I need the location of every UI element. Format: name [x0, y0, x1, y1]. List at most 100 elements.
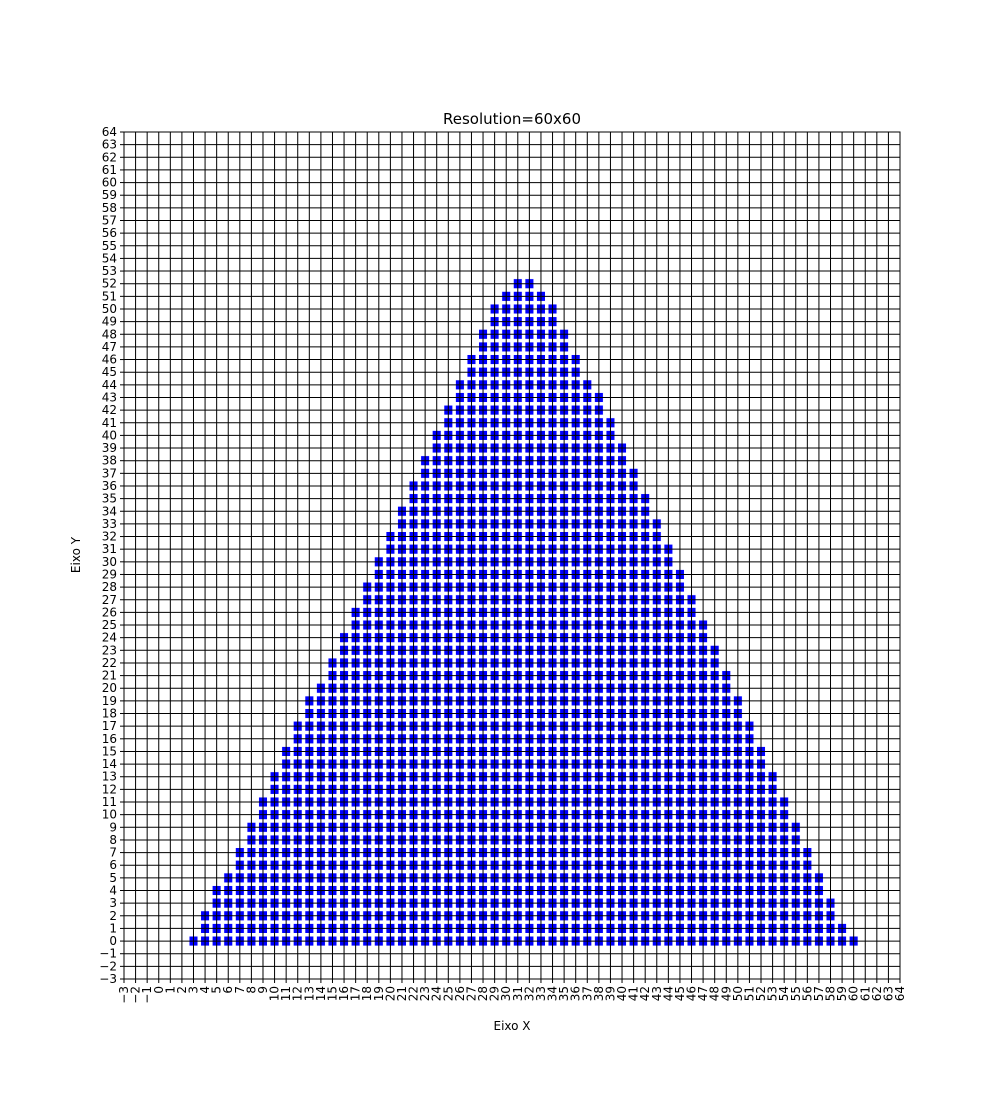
- y-tick-label: 38: [102, 454, 117, 468]
- y-tick-label: 20: [102, 681, 117, 695]
- x-tick-label: 32: [522, 986, 536, 1001]
- chart-title: Resolution=60x60: [443, 110, 581, 128]
- x-tick-label: 48: [708, 986, 722, 1001]
- x-axis-label: Eixo X: [493, 1019, 530, 1033]
- x-tick-label: 42: [638, 986, 652, 1001]
- x-tick-label: 16: [337, 986, 351, 1001]
- x-tick-label: 40: [615, 986, 629, 1001]
- y-tick-label: 59: [102, 188, 117, 202]
- x-tick-label: 12: [291, 986, 305, 1001]
- y-tick-label: 47: [102, 340, 117, 354]
- x-tick-label: 5: [210, 986, 224, 994]
- y-tick-label: 26: [102, 605, 117, 619]
- y-tick-label: 13: [102, 770, 117, 784]
- x-tick-label: 1: [163, 986, 177, 994]
- y-tick-label: 18: [102, 707, 117, 721]
- x-tick-label: 6: [221, 986, 235, 994]
- x-tick-label: 34: [546, 986, 560, 1001]
- x-tick-label: 4: [198, 986, 212, 994]
- y-tick-label: 22: [102, 656, 117, 670]
- y-tick-label: 21: [102, 669, 117, 683]
- y-tick-label: 60: [102, 176, 117, 190]
- y-tick-label: 15: [102, 744, 117, 758]
- x-tick-label: 29: [488, 986, 502, 1001]
- x-tick-label: 27: [464, 986, 478, 1001]
- y-tick-label: 17: [102, 719, 117, 733]
- y-tick-label: 61: [102, 163, 117, 177]
- y-tick-label: 37: [102, 466, 117, 480]
- x-axis-ticks: −3−2−10123456789101112131415161718192021…: [117, 979, 907, 1004]
- y-tick-label: 25: [102, 618, 117, 632]
- y-tick-label: 54: [102, 251, 117, 265]
- y-tick-label: 29: [102, 567, 117, 581]
- y-tick-label: 16: [102, 732, 117, 746]
- y-tick-label: 51: [102, 289, 117, 303]
- y-tick-label: 46: [102, 353, 117, 367]
- y-tick-label: 0: [109, 934, 117, 948]
- x-tick-label: 45: [673, 986, 687, 1001]
- y-tick-label: 44: [102, 378, 117, 392]
- x-tick-label: 51: [742, 986, 756, 1001]
- x-tick-label: 23: [418, 986, 432, 1001]
- y-tick-label: 35: [102, 492, 117, 506]
- y-tick-label: 33: [102, 517, 117, 531]
- y-tick-label: 50: [102, 302, 117, 316]
- x-tick-label: 43: [650, 986, 664, 1001]
- x-tick-label: 18: [360, 986, 374, 1001]
- x-tick-label: 30: [499, 986, 513, 1001]
- y-tick-label: −3: [99, 972, 117, 986]
- x-tick-label: 63: [881, 986, 895, 1001]
- y-tick-label: 9: [109, 820, 117, 834]
- x-tick-label: 28: [476, 986, 490, 1001]
- y-tick-label: 49: [102, 315, 117, 329]
- y-tick-label: 40: [102, 428, 117, 442]
- y-tick-label: 2: [109, 909, 117, 923]
- x-tick-label: 35: [557, 986, 571, 1001]
- x-tick-label: 33: [534, 986, 548, 1001]
- y-tick-label: 34: [102, 504, 117, 518]
- y-tick-label: 45: [102, 365, 117, 379]
- x-tick-label: 61: [858, 986, 872, 1001]
- y-tick-label: 7: [109, 846, 117, 860]
- x-tick-label: 53: [766, 986, 780, 1001]
- x-tick-label: 46: [685, 986, 699, 1001]
- x-tick-label: 11: [279, 986, 293, 1001]
- y-tick-label: 31: [102, 542, 117, 556]
- x-tick-label: 26: [453, 986, 467, 1001]
- x-tick-label: 39: [603, 986, 617, 1001]
- y-tick-label: 32: [102, 530, 117, 544]
- y-tick-label: 56: [102, 226, 117, 240]
- x-tick-label: 13: [302, 986, 316, 1001]
- y-tick-label: 53: [102, 264, 117, 278]
- x-tick-label: −2: [129, 986, 143, 1004]
- x-tick-label: 3: [186, 986, 200, 994]
- y-tick-label: 19: [102, 694, 117, 708]
- x-tick-label: 19: [372, 986, 386, 1001]
- y-tick-label: 6: [109, 858, 117, 872]
- x-tick-label: 14: [314, 986, 328, 1001]
- x-tick-label: 38: [592, 986, 606, 1001]
- x-tick-label: 22: [407, 986, 421, 1001]
- x-tick-label: 59: [835, 986, 849, 1001]
- x-tick-label: 50: [731, 986, 745, 1001]
- y-tick-label: 41: [102, 416, 117, 430]
- y-tick-label: −2: [99, 959, 117, 973]
- x-tick-label: 7: [233, 986, 247, 994]
- plot-frame: [123, 131, 901, 980]
- x-tick-label: 56: [800, 986, 814, 1001]
- y-tick-label: 63: [102, 138, 117, 152]
- y-tick-label: 8: [109, 833, 117, 847]
- y-tick-label: 52: [102, 277, 117, 291]
- x-tick-label: 62: [870, 986, 884, 1001]
- y-tick-label: 30: [102, 555, 117, 569]
- y-tick-label: 62: [102, 150, 117, 164]
- x-tick-label: 54: [777, 986, 791, 1001]
- y-tick-label: 12: [102, 782, 117, 796]
- x-tick-label: 17: [349, 986, 363, 1001]
- x-tick-label: 25: [441, 986, 455, 1001]
- y-tick-label: 58: [102, 201, 117, 215]
- x-tick-label: 58: [824, 986, 838, 1001]
- y-tick-label: 14: [102, 757, 117, 771]
- x-tick-label: 52: [754, 986, 768, 1001]
- y-tick-label: 43: [102, 390, 117, 404]
